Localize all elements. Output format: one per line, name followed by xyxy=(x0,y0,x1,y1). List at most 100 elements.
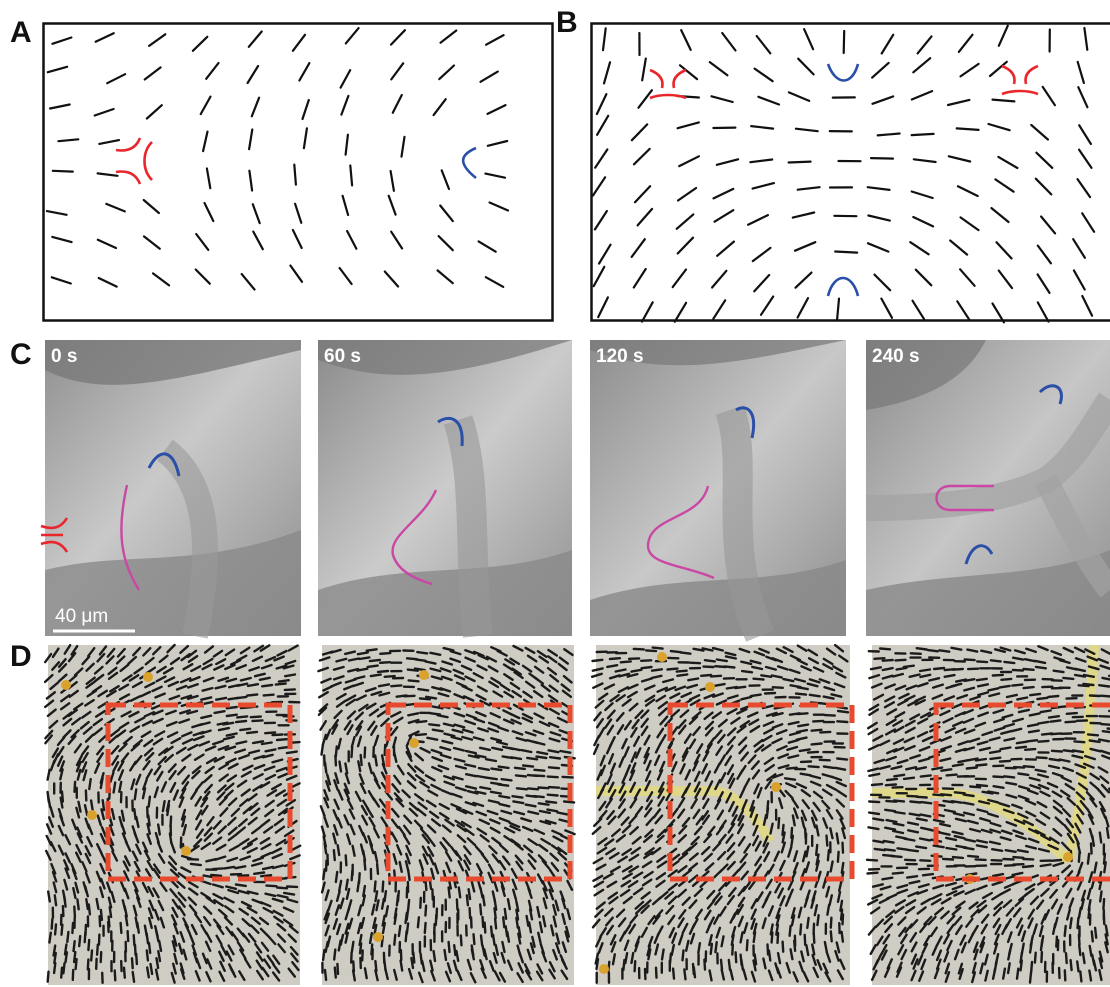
director-segment xyxy=(959,268,976,287)
director-segment xyxy=(640,725,649,737)
director-segment xyxy=(806,682,819,688)
director-segment xyxy=(324,924,330,937)
director-segment xyxy=(431,705,444,710)
director-segment xyxy=(389,169,395,192)
director-segment xyxy=(453,711,466,718)
director-segment xyxy=(881,658,894,662)
director-segment xyxy=(161,799,166,813)
director-segment xyxy=(323,908,330,921)
director-segment xyxy=(731,805,739,817)
director-segment xyxy=(704,720,715,731)
director-segment xyxy=(816,914,820,927)
director-segment xyxy=(897,944,905,956)
director-segment xyxy=(178,709,191,715)
director-segment xyxy=(787,754,800,760)
director-segment xyxy=(797,57,815,76)
director-segment xyxy=(378,691,391,697)
director-segment xyxy=(486,103,507,116)
director-segment xyxy=(945,889,958,897)
director-segment xyxy=(154,968,160,981)
director-segment xyxy=(556,811,569,816)
director-segment xyxy=(675,213,695,230)
director-segment xyxy=(393,933,397,946)
director-segment xyxy=(1037,720,1050,725)
director-segment xyxy=(1048,757,1061,762)
director-segment xyxy=(712,187,735,200)
director-segment xyxy=(656,686,669,693)
director-segment xyxy=(910,89,934,101)
director-segment xyxy=(406,868,411,882)
director-segment xyxy=(676,808,686,819)
director-segment xyxy=(148,899,155,912)
director-segment xyxy=(892,822,905,827)
director-segment xyxy=(892,719,904,727)
director-segment xyxy=(790,907,796,919)
director-segment xyxy=(828,894,834,907)
director-segment xyxy=(974,757,988,762)
director-segment xyxy=(287,933,298,943)
director-segment xyxy=(1039,833,1052,842)
director-segment xyxy=(375,899,380,912)
director-segment xyxy=(302,127,308,150)
director-segment xyxy=(800,950,805,963)
director-segment xyxy=(392,852,398,866)
director-segment xyxy=(151,272,171,287)
director-segment xyxy=(608,896,619,905)
director-segment xyxy=(384,905,390,918)
director-segment xyxy=(168,769,177,781)
director-segment xyxy=(987,798,1000,804)
director-segment xyxy=(218,762,230,771)
director-segment xyxy=(751,246,772,263)
director-segment xyxy=(1029,784,1042,790)
director-segment xyxy=(190,789,198,800)
director-segment xyxy=(172,934,178,947)
director-segment xyxy=(953,834,966,840)
director-segment xyxy=(57,673,68,683)
director-segment xyxy=(883,848,896,852)
director-segment xyxy=(872,693,885,701)
director-segment xyxy=(260,663,273,670)
director-segment xyxy=(464,719,477,726)
director-segment xyxy=(246,906,258,914)
director-segment xyxy=(255,969,265,981)
director-segment xyxy=(727,772,735,785)
director-segment xyxy=(122,735,133,745)
director-segment xyxy=(240,273,256,291)
director-segment xyxy=(598,243,612,265)
director-segment xyxy=(712,299,727,320)
director-segment xyxy=(424,774,436,782)
director-segment xyxy=(203,201,215,223)
director-segment xyxy=(438,802,450,811)
director-segment xyxy=(445,861,452,874)
director-segment xyxy=(916,682,929,688)
director-segment xyxy=(1002,808,1015,815)
director-segment xyxy=(487,727,500,733)
director-segment xyxy=(606,709,616,720)
director-segment xyxy=(624,952,629,965)
director-segment xyxy=(130,957,134,970)
director-segment xyxy=(451,775,464,781)
director-segment xyxy=(473,717,486,724)
director-segment xyxy=(1089,842,1093,855)
director-segment xyxy=(885,818,898,824)
director-segment xyxy=(548,961,556,973)
director-segment xyxy=(1075,804,1085,816)
director-segment xyxy=(60,923,64,936)
director-segment xyxy=(896,888,909,895)
director-segment xyxy=(73,743,83,754)
director-segment xyxy=(926,648,940,653)
director-segment xyxy=(869,666,883,671)
director-segment xyxy=(938,822,952,828)
director-segment xyxy=(894,905,905,914)
director-segment xyxy=(1050,650,1063,657)
director-segment xyxy=(641,57,647,82)
director-segment xyxy=(413,819,424,830)
director-segment xyxy=(156,823,162,836)
director-segment xyxy=(121,674,133,683)
director-segment xyxy=(48,931,52,944)
director-segment xyxy=(657,787,665,799)
director-segment xyxy=(528,908,534,921)
director-segment xyxy=(381,880,385,893)
director-segment xyxy=(440,169,451,191)
director-segment xyxy=(133,788,138,801)
